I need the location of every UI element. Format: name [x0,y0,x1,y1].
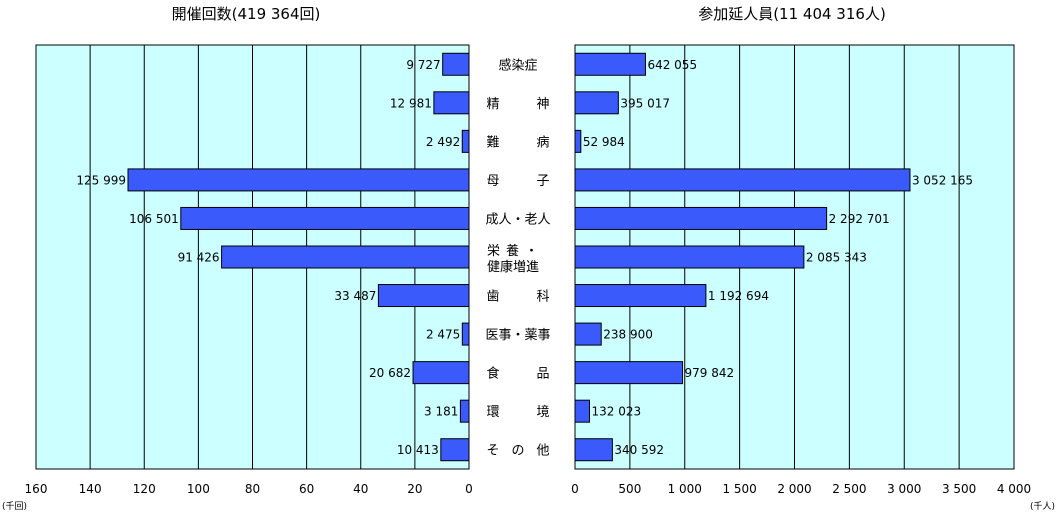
right-value-label: 2 292 701 [829,212,890,226]
left-tick-label: 120 [133,482,156,496]
left-bar [440,438,470,462]
category-label-char: の [511,444,524,459]
category-label-char: 精 [486,97,499,112]
right-tick-label: 3 500 [942,482,976,496]
left-bar [461,129,470,153]
left-tick-label: 20 [407,482,422,496]
right-value-label: 52 984 [583,135,625,149]
right-bar [574,91,619,115]
category-label-char: 食 [486,366,499,382]
right-tick-label: 4 000 [997,482,1031,496]
right-tick-label: 2 000 [777,482,811,496]
right-bar [574,206,828,230]
left-value-label: 12 981 [390,96,432,110]
left-bar [180,206,470,230]
right-bar [574,438,613,462]
category-label-char: 他 [536,444,549,459]
left-chart-title: 開催回数(419 364回) [172,5,321,23]
right-value-label: 340 592 [614,443,664,457]
category-label-char: 科 [536,290,549,305]
left-tick-label: 140 [79,482,102,496]
category-label-char: 神 [536,97,549,112]
right-tick-label: 0 [571,482,579,496]
left-bar [412,361,470,385]
right-chart-title: 参加延人員(11 404 316人) [698,5,886,23]
right-bar [574,399,590,423]
left-value-label: 20 682 [369,366,411,380]
left-tick-label: 60 [299,482,314,496]
right-unit-label: (千人) [1030,501,1055,512]
category-label-char: 品 [536,367,549,382]
right-tick-label: 2 500 [832,482,866,496]
left-tick-label: 0 [465,482,473,496]
right-bar [574,52,646,76]
left-bar [127,168,470,192]
left-tick-label: 40 [353,482,368,496]
category-label-char: 境 [536,405,549,420]
right-value-label: 3 052 165 [912,173,973,187]
category-label-char: 病 [536,135,549,150]
right-value-label: 979 842 [685,366,735,380]
left-tick-label: 100 [187,482,210,496]
category-label-char: 子 [536,174,549,189]
left-bar [461,322,470,346]
category-label: 医事・薬事 [485,328,550,343]
category-label-char: そ [486,444,499,459]
right-value-label: 1 192 694 [708,289,769,303]
category-label-char: 歯 [486,290,499,305]
right-bar [574,245,805,269]
left-bar [442,52,470,76]
category-labels: 感染症精 神難 病母 子成人・老人栄養・健康増進歯 科医事・薬事食 品環 境その他 [485,57,550,458]
category-label-char: 環 [486,405,499,420]
category-label-line1: 栄養・ [487,243,544,259]
right-bar [574,322,602,346]
left-plot-area: 160 140 120 100 80 60 40 20 0 9 727 12 981 2 492 125… [25,44,473,496]
left-tick-label: 160 [25,482,48,496]
right-bar [574,168,911,192]
left-tick-label: 80 [245,482,260,496]
right-value-label: 132 023 [591,405,641,419]
left-value-label: 125 999 [76,173,126,187]
left-value-label: 2 475 [426,328,460,342]
left-value-label: 91 426 [178,251,220,265]
left-value-label: 106 501 [129,212,179,226]
right-tick-label: 1 500 [722,482,756,496]
left-bar [221,245,470,269]
category-label: 感染症 [498,57,537,73]
left-bar [377,284,470,308]
right-bar [574,361,684,385]
left-value-label: 9 727 [406,58,440,72]
left-value-label: 33 487 [334,289,376,303]
category-label-char: 母 [486,174,499,189]
right-bar [574,129,582,153]
category-label: 成人・老人 [485,212,550,227]
left-value-label: 2 492 [426,135,460,149]
right-value-label: 2 085 343 [806,251,867,265]
left-unit-label: (千回) [2,501,27,512]
right-value-label: 395 017 [620,96,670,110]
right-tick-label: 3 000 [887,482,921,496]
right-bar [574,284,707,308]
left-value-label: 10 413 [397,443,439,457]
right-value-label: 238 900 [603,328,653,342]
right-value-label: 642 055 [647,58,697,72]
left-bar [459,399,470,423]
left-bar [433,91,470,115]
right-tick-label: 500 [618,482,641,496]
category-label-line2: 健康増進 [487,259,539,275]
right-plot-area: 0 500 1 000 1 500 2 000 2 500 3 000 3 500 4 000 6… [571,44,1031,496]
left-value-label: 3 181 [424,405,458,419]
category-label-char: 難 [486,135,499,150]
right-tick-label: 1 000 [668,482,702,496]
